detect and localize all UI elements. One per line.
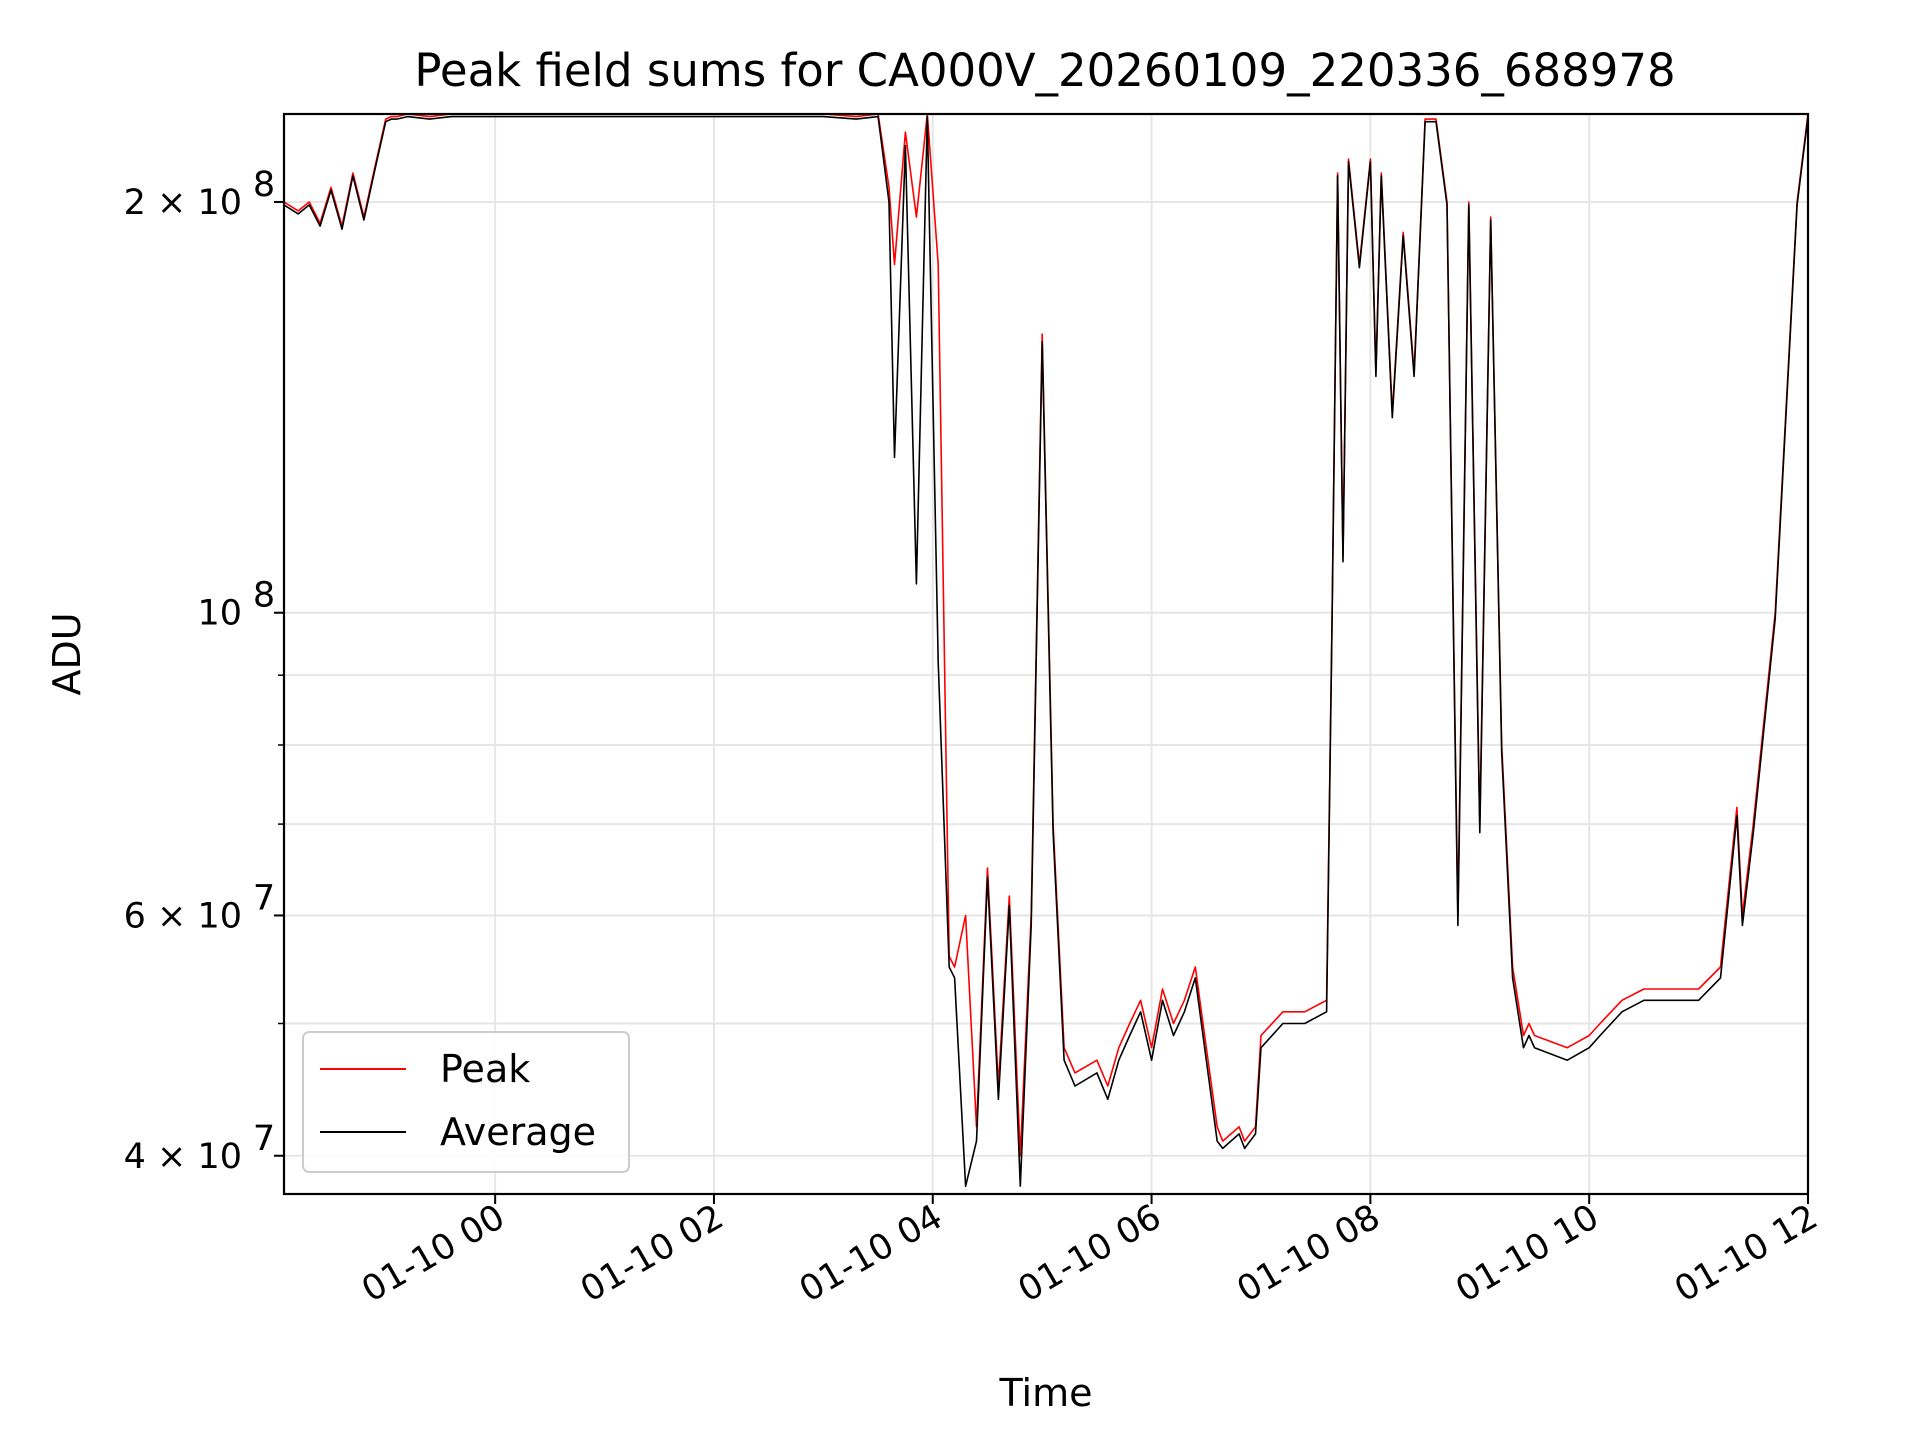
y-tick-label: 2 × 10 [124,183,242,223]
y-axis: 2 × 10 8 10 8 6 × 10 7 4 × 10 7 [124,165,284,1177]
x-axis-label: Time [999,1371,1093,1415]
y-tick-label: 10 [197,594,242,634]
y-tick-exponent: 7 [253,878,275,918]
y-axis-label: ADU [45,612,89,695]
legend-label-average: Average [440,1110,596,1154]
chart-title: Peak field sums for CA000V_20260109_2203… [414,44,1675,97]
y-tick-exponent: 8 [253,165,275,205]
legend: Peak Average [302,1031,630,1173]
grid-lines [284,114,1809,1194]
y-tick-exponent: 7 [253,1119,275,1159]
series-line-average [283,115,1809,1187]
y-tick-label: 6 × 10 [124,896,242,936]
legend-label-peak: Peak [440,1047,530,1091]
y-tick-label: 4 × 10 [124,1137,242,1177]
plot-frame [282,112,1810,1196]
legend-box [302,1031,630,1173]
y-tick-exponent: 8 [253,576,275,616]
